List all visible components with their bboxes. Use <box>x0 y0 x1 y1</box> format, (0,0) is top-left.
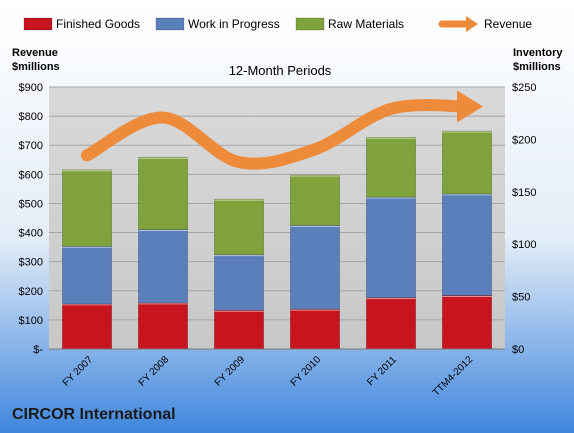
left-tick-label: $800 <box>19 111 43 123</box>
legend-swatch-finished-goods <box>23 17 53 31</box>
legend-label: Work in Progress <box>188 17 280 31</box>
right-axis-label-line2: $millions <box>513 61 561 73</box>
left-axis-label-line1: Revenue <box>12 47 58 59</box>
bar-finished-goods <box>289 308 340 350</box>
left-tick-label: $- <box>33 344 43 356</box>
legend-label: Raw Materials <box>328 17 404 31</box>
left-axis-label-line2: $millions <box>12 61 60 73</box>
left-tick-label: $300 <box>19 257 43 269</box>
left-tick-label: $700 <box>19 140 43 152</box>
bar-raw-materials <box>214 198 265 255</box>
left-tick-label: $400 <box>19 228 43 240</box>
legend-label: Revenue <box>484 17 532 31</box>
bar-raw-materials <box>441 130 492 195</box>
bar-raw-materials <box>138 156 189 230</box>
left-tick-label: $900 <box>19 82 43 94</box>
bar-work-in-progress <box>365 196 416 298</box>
right-tick-label: $50 <box>512 292 530 304</box>
chart-title: 12-Month Periods <box>229 63 332 78</box>
left-tick-label: $500 <box>19 198 43 210</box>
plot-area <box>49 87 505 349</box>
bar-finished-goods <box>61 303 113 350</box>
company-name: CIRCOR International <box>12 406 176 423</box>
right-tick-label: $250 <box>512 82 536 94</box>
legend-swatch-work-in-progress <box>155 17 185 31</box>
bar-raw-materials <box>61 169 113 247</box>
left-tick-label: $200 <box>19 286 43 298</box>
bar-work-in-progress <box>61 245 113 305</box>
gridlines <box>49 86 505 321</box>
legend-arrow-icon <box>466 16 478 32</box>
bar-work-in-progress <box>441 193 492 296</box>
left-tick-label: $600 <box>19 169 43 181</box>
revenue-path <box>81 99 473 170</box>
left-tick-label: $100 <box>19 315 43 327</box>
right-axis-ticks: $0 $50 $100 $150 $200 $250 <box>512 82 536 356</box>
bar-finished-goods <box>138 302 189 350</box>
bar-finished-goods <box>441 295 492 350</box>
right-tick-label: $200 <box>512 134 536 146</box>
bars <box>61 130 492 350</box>
right-axis-label-line1: Inventory <box>513 47 563 59</box>
bar-finished-goods <box>365 297 416 350</box>
legend: Finished Goods Work in Progress Raw Materi… <box>23 16 532 32</box>
bar-raw-materials <box>365 137 416 198</box>
bar-finished-goods <box>214 309 265 350</box>
revenue-line <box>81 90 483 170</box>
bar-work-in-progress <box>214 254 265 311</box>
right-tick-label: $0 <box>512 344 524 356</box>
left-axis-ticks: $- $100 $200 $300 $400 $500 $600 $700 $800 $900 <box>19 82 44 356</box>
right-tick-label: $150 <box>512 187 536 199</box>
right-tick-label: $100 <box>512 239 536 251</box>
legend-swatch-raw-materials <box>295 17 325 31</box>
revenue-arrowhead <box>457 90 483 123</box>
bar-work-in-progress <box>138 229 189 304</box>
legend-label: Finished Goods <box>56 17 140 31</box>
bar-raw-materials <box>289 174 340 226</box>
bar-work-in-progress <box>289 225 340 310</box>
